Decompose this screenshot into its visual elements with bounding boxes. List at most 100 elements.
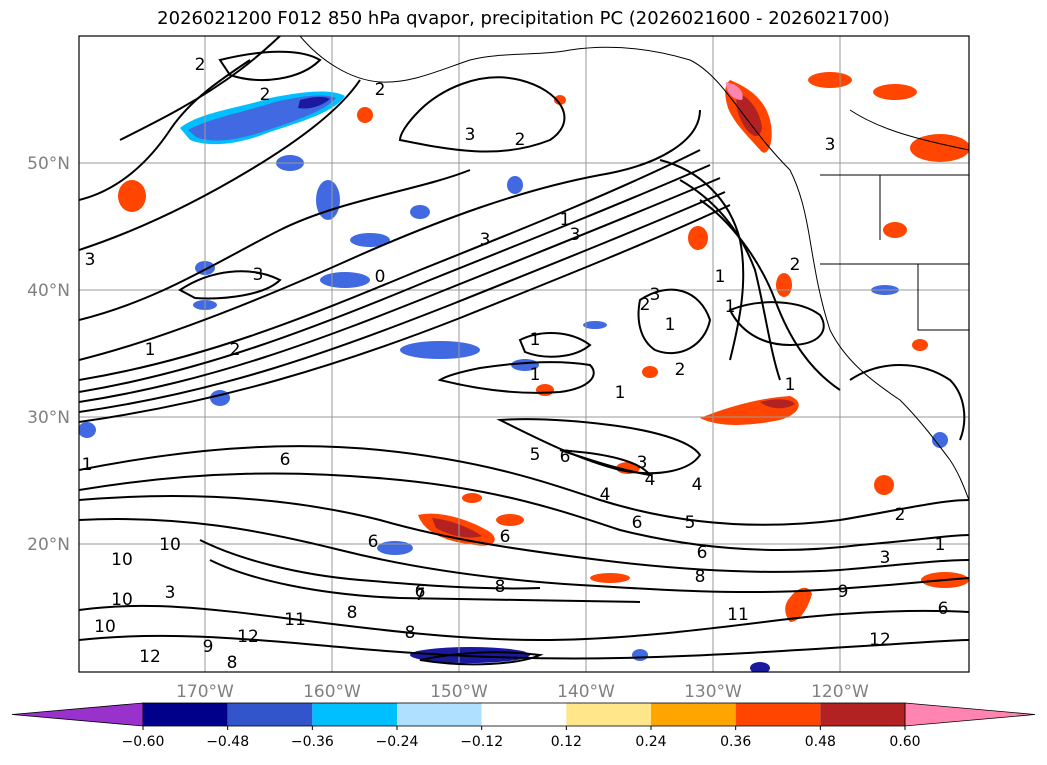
longitude-label: 150°W [430,682,488,702]
contour-label: 8 [405,623,416,643]
longitude-label: 120°W [811,682,869,702]
contour-label: 1 [530,330,541,350]
colorbar-tick-label: −0.60 [122,734,165,750]
longitude-label: 140°W [557,682,615,702]
contour-label: 4 [600,485,611,505]
contour-label: 1 [615,383,626,403]
contour-label: 5 [530,445,541,465]
chart-title: 2026021200 F012 850 hPa qvapor, precipit… [157,8,890,29]
colorbar-bin [735,703,821,726]
contour-label: 3 [637,453,648,473]
contour-label: 7 [415,585,426,605]
contour-label: 3 [825,135,836,155]
contour-label: 10 [159,535,181,555]
contour-label: 10 [94,617,116,637]
longitude-label: 170°W [176,682,234,702]
colorbar-tick-label: −0.36 [291,734,334,750]
colorbar: −0.60 −0.48 −0.36 −0.24 −0.12 0.12 0.24 0.36 0.4… [11,702,1036,750]
contour-label: 2 [230,340,241,360]
colorbar-tick-label: −0.12 [460,734,503,750]
contour-label: 10 [111,550,133,570]
contour-label: 6 [280,450,291,470]
colorbar-frame [142,702,906,727]
colorbar-tick-label: −0.48 [206,734,249,750]
contour-label: 8 [347,603,358,623]
contour-label: 2 [195,55,206,75]
contour-label: 12 [139,647,161,667]
latitude-label: 50°N [27,154,70,174]
contour-label: 6 [368,532,379,552]
contour-label: 4 [645,470,656,490]
colorbar-tick-label: 0.36 [720,734,751,750]
contour-label: 2 [640,295,651,315]
colorbar-extend-high [904,702,1036,727]
contour-label: 5 [685,513,696,533]
contour-label: 9 [838,582,849,602]
contour-label: 8 [227,653,238,673]
qvapor-contours [79,36,969,666]
precipitation-shading [79,72,969,672]
colorbar-tick-label: 0.12 [551,734,582,750]
contour-label: 8 [695,567,706,587]
contour-label: 6 [938,599,949,619]
latitude-label: 30°N [27,408,70,428]
contour-label: 11 [727,605,749,625]
contour-label: 9 [203,637,214,657]
contour-label: 6 [500,527,511,547]
contour-label: 3 [650,285,661,305]
contour-label: 1 [785,375,796,395]
latitude-labels: 50°N 40°N 30°N 20°N [27,154,70,555]
contour-label: 11 [284,610,306,630]
contour-label: 6 [560,447,571,467]
contour-label: 8 [495,577,506,597]
colorbar-tick-label: 0.48 [805,734,836,750]
colorbar-tick-label: 0.60 [889,734,920,750]
contour-label: 2 [895,505,906,525]
contour-label: 3 [165,583,176,603]
contour-label: 6 [632,513,643,533]
contour-label: 2 [675,360,686,380]
contour-label: 1 [82,455,93,475]
longitude-labels: 170°W 160°W 150°W 140°W 130°W 120°W [176,682,869,702]
colorbar-bin [312,703,397,726]
plot-frame [78,35,970,673]
contour-label: 4 [692,475,703,495]
contour-label: 12 [237,627,259,647]
contour-label: 3 [253,265,264,285]
contour-label: 6 [415,582,426,602]
colorbar-bin [397,703,482,726]
contour-label: 12 [869,630,891,650]
colorbar-extend-low [11,702,144,727]
contour-label: 1 [665,315,676,335]
contour-label: 2 [375,80,386,100]
contour-label: 3 [880,548,891,568]
coastlines [299,36,969,501]
colorbar-bin [566,703,651,726]
contour-label: 0 [375,267,386,287]
colorbar-tick-label: 0.24 [635,734,666,750]
colorbar-tick-label: −0.24 [376,734,419,750]
contour-label: 3 [465,125,476,145]
contour-label: 2 [260,85,271,105]
contour-label: 3 [85,250,96,270]
graticule [79,36,969,672]
longitude-label: 160°W [303,682,361,702]
contour-label: 1 [725,297,736,317]
contour-label: 2 [790,255,801,275]
colorbar-bin [651,703,736,726]
colorbar-bin [481,703,567,726]
contour-label: 3 [480,230,491,250]
longitude-label: 130°W [684,682,742,702]
latitude-label: 20°N [27,535,70,555]
contour-label: 1 [145,340,156,360]
contour-label: 1 [530,365,541,385]
contour-label: 1 [560,210,571,230]
contour-label: 6 [697,543,708,563]
contour-label: 3 [570,225,581,245]
contour-label: 1 [935,535,946,555]
latitude-label: 40°N [27,281,70,301]
contour-label: 1 [715,267,726,287]
